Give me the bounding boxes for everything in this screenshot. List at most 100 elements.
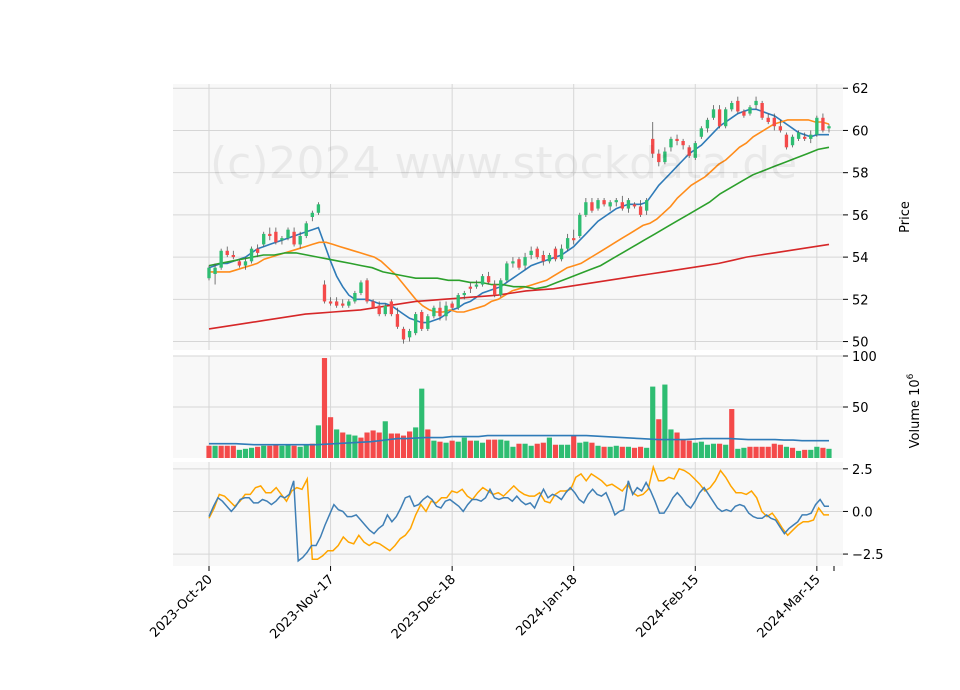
volume-bar <box>583 441 589 458</box>
candle-body <box>620 202 625 209</box>
candle <box>717 105 722 129</box>
candle-body <box>608 202 612 207</box>
candle-body <box>778 126 783 131</box>
candle <box>426 314 430 331</box>
volume-bar <box>674 432 680 458</box>
volume-bar <box>717 443 723 458</box>
candle <box>213 263 217 285</box>
volume-bar <box>747 446 753 458</box>
candle <box>663 147 667 165</box>
candle <box>523 252 527 270</box>
candle <box>480 274 485 287</box>
price-y-tick-label: 52 <box>852 293 869 308</box>
candle-body <box>614 200 618 203</box>
candle <box>711 105 716 120</box>
candle-body <box>590 202 594 211</box>
candle-body <box>511 261 515 264</box>
volume-bar <box>413 427 419 458</box>
candle-body <box>304 223 308 236</box>
candle-body <box>274 231 278 243</box>
candle-body <box>559 248 564 260</box>
candle <box>723 107 728 129</box>
candle-body <box>638 206 643 215</box>
candle-body <box>711 109 716 118</box>
volume-bar <box>510 446 516 458</box>
candle-body <box>286 229 290 239</box>
volume-bar <box>419 388 425 458</box>
candle <box>365 278 369 304</box>
volume-bar <box>206 445 212 458</box>
volume-bar <box>802 449 808 458</box>
volume-bar <box>631 447 638 458</box>
candle-body <box>474 284 479 287</box>
volume-bar <box>741 447 747 458</box>
candle-body <box>268 233 272 236</box>
candle-body <box>760 103 764 118</box>
candle <box>614 198 618 207</box>
candle <box>413 312 418 336</box>
volume-bar <box>297 446 303 458</box>
volume-bar <box>613 445 619 458</box>
volume-bar <box>729 409 735 458</box>
candle-body <box>766 117 770 122</box>
candle <box>657 149 661 167</box>
candle <box>584 198 588 217</box>
candle-body <box>249 248 254 262</box>
candle-body <box>541 255 545 262</box>
candle <box>243 257 248 270</box>
candle-body <box>432 307 436 317</box>
volume-bar <box>461 437 467 458</box>
volume-bar <box>352 435 358 458</box>
candle-body <box>401 328 406 340</box>
candle <box>754 96 758 110</box>
volume-bar <box>516 443 522 458</box>
price-axis-title: Price <box>898 201 913 233</box>
volume-bar <box>400 435 407 458</box>
candlesticks <box>207 96 831 344</box>
candle-body <box>365 280 369 302</box>
oscillator-y-axis: −2.5 0.0 2.5 <box>173 463 884 563</box>
candle <box>651 122 655 158</box>
volume-bar <box>285 444 291 458</box>
volume-bar <box>771 443 777 458</box>
candle <box>280 236 284 245</box>
candle-body <box>377 305 381 315</box>
volume-bar <box>486 439 492 458</box>
candle <box>748 105 752 116</box>
candle-body <box>359 282 363 293</box>
x-tick-label: 2023-Dec-18 <box>389 572 459 642</box>
volume-bar <box>291 445 297 458</box>
candle <box>420 309 424 331</box>
candle-body <box>383 305 387 315</box>
candle-body <box>626 200 631 209</box>
candle <box>687 145 691 158</box>
candle-body <box>462 293 466 296</box>
volume-bar <box>668 429 674 458</box>
candle-body <box>322 284 327 302</box>
candle-body <box>809 134 813 139</box>
volume-bar <box>577 442 583 458</box>
volume-bar <box>765 446 771 458</box>
volume-bar <box>449 440 455 458</box>
volume-bar <box>710 443 717 458</box>
candle-body <box>280 238 284 241</box>
osc-panel-background <box>173 462 843 566</box>
volume-bar <box>589 442 595 458</box>
candle <box>255 244 260 258</box>
candle-body <box>815 117 819 135</box>
candle-body <box>347 301 351 306</box>
candle <box>316 202 321 215</box>
candle <box>821 113 825 133</box>
candle <box>286 227 290 241</box>
candle <box>760 100 764 120</box>
volume-bar <box>230 445 236 458</box>
candle <box>547 252 552 264</box>
candle <box>608 200 612 211</box>
oscillator-y-tick-label: 2.5 <box>852 463 873 478</box>
candle <box>572 229 576 245</box>
candle-body <box>353 293 357 302</box>
price-y-tick-label: 62 <box>852 82 869 97</box>
volume-bar <box>218 445 224 458</box>
candle <box>474 280 479 289</box>
volume-bar <box>267 445 273 458</box>
